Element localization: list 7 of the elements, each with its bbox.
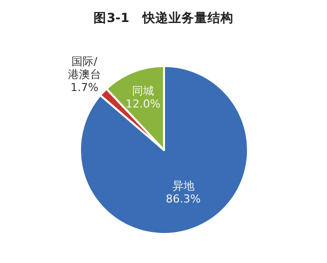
slice-label: 国际/港澳台 [68, 54, 102, 81]
slice-label: 异地 [172, 179, 194, 192]
chart-title: 图3-1 快递业务量结构 [94, 10, 234, 25]
data-label: 12.0% [125, 97, 160, 110]
data-label: 1.7% [70, 80, 99, 94]
slice-label: 同城 [132, 84, 154, 98]
data-label: 86.3% [166, 192, 201, 206]
